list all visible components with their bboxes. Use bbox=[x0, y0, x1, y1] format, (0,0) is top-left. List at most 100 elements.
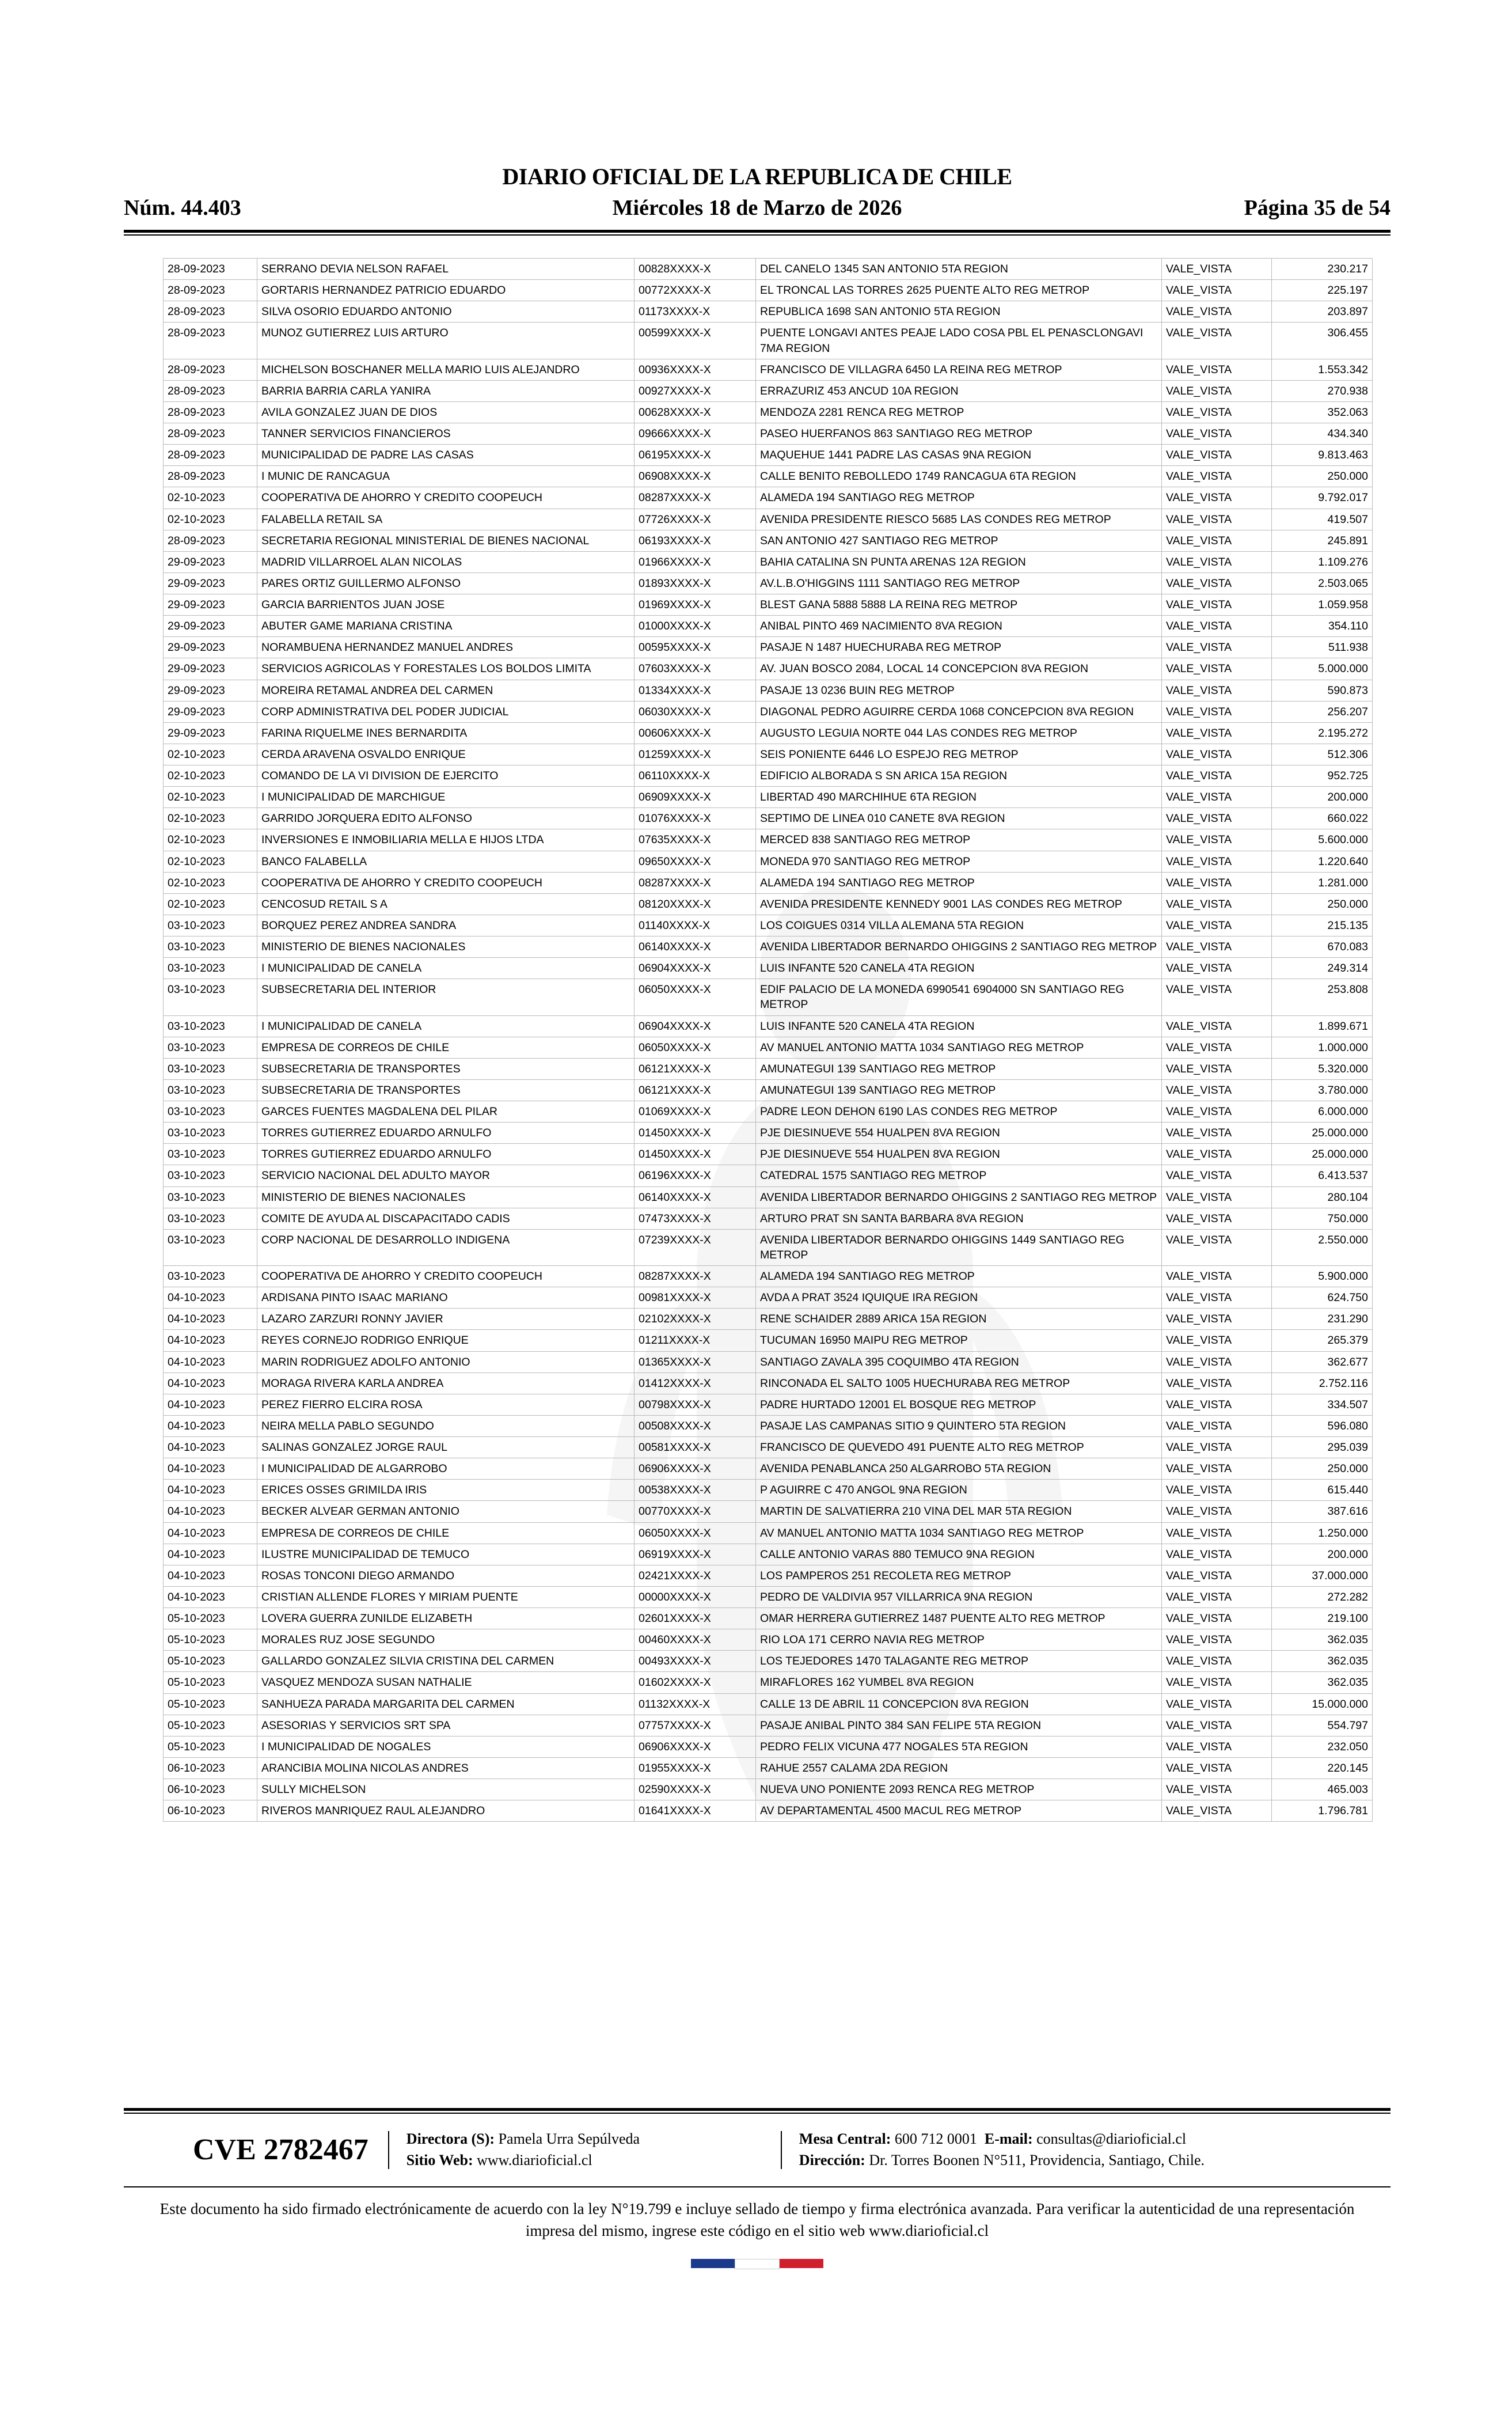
cell-amount: 352.063 bbox=[1271, 401, 1373, 424]
cell-date: 03-10-2023 bbox=[163, 914, 257, 937]
site-value[interactable]: www.diarioficial.cl bbox=[477, 2151, 592, 2168]
chile-flag-bar bbox=[691, 2259, 823, 2270]
cell-rut: 07757XXXX-X bbox=[634, 1714, 756, 1736]
cell-name: PEREZ FIERRO ELCIRA ROSA bbox=[257, 1393, 635, 1416]
table-row: 03-10-2023 I MUNICIPALIDAD DE CANELA 06904… bbox=[163, 957, 1373, 980]
cell-date: 06-10-2023 bbox=[163, 1778, 257, 1801]
cell-address: ALAMEDA 194 SANTIAGO REG METROP bbox=[755, 1265, 1162, 1288]
cell-address: RIO LOA 171 CERRO NAVIA REG METROP bbox=[755, 1629, 1162, 1651]
cell-type: VALE_VISTA bbox=[1161, 301, 1272, 323]
cell-address: FRANCISCO DE QUEVEDO 491 PUENTE ALTO REG… bbox=[755, 1436, 1162, 1459]
table-row: 02-10-2023 I MUNICIPALIDAD DE MARCHIGUE 06… bbox=[163, 786, 1373, 809]
cell-date: 04-10-2023 bbox=[163, 1308, 257, 1330]
cell-address: CALLE 13 DE ABRIL 11 CONCEPCION 8VA REGI… bbox=[755, 1693, 1162, 1715]
cell-date: 29-09-2023 bbox=[163, 722, 257, 744]
email-label: E-mail: bbox=[984, 2130, 1033, 2147]
cell-date: 04-10-2023 bbox=[163, 1372, 257, 1394]
cell-amount: 15.000.000 bbox=[1271, 1693, 1373, 1715]
cell-rut: 00828XXXX-X bbox=[634, 257, 756, 280]
cell-address: AVENIDA PRESIDENTE KENNEDY 9001 LAS COND… bbox=[755, 893, 1162, 915]
cell-date: 29-09-2023 bbox=[163, 551, 257, 573]
table-row: 04-10-2023 ARDISANA PINTO ISAAC MARIANO 00… bbox=[163, 1287, 1373, 1309]
mesa-value: 600 712 0001 bbox=[894, 2130, 977, 2147]
cell-amount: 9.792.017 bbox=[1271, 487, 1373, 509]
cell-amount: 200.000 bbox=[1271, 786, 1373, 809]
cell-address: LOS TEJEDORES 1470 TALAGANTE REG METROP bbox=[755, 1650, 1162, 1673]
cell-rut: 00538XXXX-X bbox=[634, 1479, 756, 1502]
cell-date: 05-10-2023 bbox=[163, 1693, 257, 1715]
cell-amount: 6.000.000 bbox=[1271, 1100, 1373, 1123]
cell-name: ARDISANA PINTO ISAAC MARIANO bbox=[257, 1287, 635, 1309]
cell-amount: 596.080 bbox=[1271, 1415, 1373, 1438]
cell-address: REPUBLICA 1698 SAN ANTONIO 5TA REGION bbox=[755, 301, 1162, 323]
email-value[interactable]: consultas@diarioficial.cl bbox=[1036, 2130, 1187, 2147]
cell-date: 29-09-2023 bbox=[163, 636, 257, 659]
cell-type: VALE_VISTA bbox=[1161, 1415, 1272, 1438]
cell-name: TORRES GUTIERREZ EDUARDO ARNULFO bbox=[257, 1122, 635, 1144]
cell-address: BAHIA CATALINA SN PUNTA ARENAS 12A REGIO… bbox=[755, 551, 1162, 573]
cell-address: PUENTE LONGAVI ANTES PEAJE LADO COSA PBL… bbox=[755, 322, 1162, 359]
cell-type: VALE_VISTA bbox=[1161, 487, 1272, 509]
table-row: 05-10-2023 I MUNICIPALIDAD DE NOGALES 0690… bbox=[163, 1735, 1373, 1758]
cell-type: VALE_VISTA bbox=[1161, 1207, 1272, 1230]
cell-name: COOPERATIVA DE AHORRO Y CREDITO COOPEUCH bbox=[257, 487, 635, 509]
cell-type: VALE_VISTA bbox=[1161, 979, 1272, 1016]
cell-address: ANIBAL PINTO 469 NACIMIENTO 8VA REGION bbox=[755, 615, 1162, 638]
cell-address: RENE SCHAIDER 2889 ARICA 15A REGION bbox=[755, 1308, 1162, 1330]
cell-name: COOPERATIVA DE AHORRO Y CREDITO COOPEUCH bbox=[257, 1265, 635, 1288]
ledger-table: 28-09-2023 SERRANO DEVIA NELSON RAFAEL 008… bbox=[163, 257, 1373, 1822]
mesa-line: Mesa Central: 600 712 0001 E-mail: consu… bbox=[799, 2129, 1304, 2150]
table-row: 29-09-2023 GARCIA BARRIENTOS JUAN JOSE 019… bbox=[163, 593, 1373, 616]
cell-date: 02-10-2023 bbox=[163, 807, 257, 830]
table-row: 05-10-2023 MORALES RUZ JOSE SEGUNDO 00460X… bbox=[163, 1629, 1373, 1651]
cell-amount: 512.306 bbox=[1271, 743, 1373, 766]
cell-rut: 00798XXXX-X bbox=[634, 1393, 756, 1416]
table-row: 03-10-2023 SUBSECRETARIA DE TRANSPORTES 06… bbox=[163, 1079, 1373, 1102]
cell-type: VALE_VISTA bbox=[1161, 1351, 1272, 1373]
cell-address: NUEVA UNO PONIENTE 2093 RENCA REG METROP bbox=[755, 1778, 1162, 1801]
table-row: 28-09-2023 MUNOZ GUTIERREZ LUIS ARTURO 005… bbox=[163, 322, 1373, 359]
cell-address: CALLE BENITO REBOLLEDO 1749 RANCAGUA 6TA… bbox=[755, 465, 1162, 488]
table-row: 28-09-2023 SECRETARIA REGIONAL MINISTERIA… bbox=[163, 529, 1373, 552]
cell-rut: 07635XXXX-X bbox=[634, 829, 756, 851]
cell-amount: 253.808 bbox=[1271, 979, 1373, 1016]
cell-date: 02-10-2023 bbox=[163, 786, 257, 809]
table-row: 29-09-2023 MADRID VILLARROEL ALAN NICOLAS… bbox=[163, 551, 1373, 573]
cell-date: 04-10-2023 bbox=[163, 1415, 257, 1438]
cell-amount: 25.000.000 bbox=[1271, 1122, 1373, 1144]
cell-type: VALE_VISTA bbox=[1161, 1714, 1272, 1736]
cell-name: EMPRESA DE CORREOS DE CHILE bbox=[257, 1036, 635, 1059]
cell-rut: 00606XXXX-X bbox=[634, 722, 756, 744]
cell-date: 03-10-2023 bbox=[163, 1015, 257, 1037]
cell-amount: 1.553.342 bbox=[1271, 358, 1373, 381]
cell-type: VALE_VISTA bbox=[1161, 465, 1272, 488]
table-row: 28-09-2023 MICHELSON BOSCHANER MELLA MARI… bbox=[163, 358, 1373, 381]
cell-type: VALE_VISTA bbox=[1161, 1564, 1272, 1587]
cell-amount: 219.100 bbox=[1271, 1607, 1373, 1630]
cell-name: CERDA ARAVENA OSVALDO ENRIQUE bbox=[257, 743, 635, 766]
table-row: 03-10-2023 COOPERATIVA DE AHORRO Y CREDIT… bbox=[163, 1265, 1373, 1288]
cell-address: AVDA A PRAT 3524 IQUIQUE IRA REGION bbox=[755, 1287, 1162, 1309]
cell-address: AVENIDA LIBERTADOR BERNARDO OHIGGINS 2 S… bbox=[755, 1186, 1162, 1208]
cell-rut: 01450XXXX-X bbox=[634, 1143, 756, 1166]
cell-rut: 01140XXXX-X bbox=[634, 914, 756, 937]
cell-type: VALE_VISTA bbox=[1161, 935, 1272, 958]
cell-name: ERICES OSSES GRIMILDA IRIS bbox=[257, 1479, 635, 1502]
cell-date: 02-10-2023 bbox=[163, 871, 257, 894]
cell-name: BORQUEZ PEREZ ANDREA SANDRA bbox=[257, 914, 635, 937]
cell-address: AMUNATEGUI 139 SANTIAGO REG METROP bbox=[755, 1057, 1162, 1080]
cell-amount: 295.039 bbox=[1271, 1436, 1373, 1459]
table-row: 06-10-2023 SULLY MICHELSON 02590XXXX-X NUEV… bbox=[163, 1778, 1373, 1801]
cell-address: RAHUE 2557 CALAMA 2DA REGION bbox=[755, 1757, 1162, 1780]
cell-type: VALE_VISTA bbox=[1161, 914, 1272, 937]
cell-address: LOS PAMPEROS 251 RECOLETA REG METROP bbox=[755, 1564, 1162, 1587]
table-row: 04-10-2023 NEIRA MELLA PABLO SEGUNDO 00508… bbox=[163, 1415, 1373, 1438]
cell-date: 03-10-2023 bbox=[163, 1186, 257, 1208]
cell-name: SANHUEZA PARADA MARGARITA DEL CARMEN bbox=[257, 1693, 635, 1715]
cell-name: MUNICIPALIDAD DE PADRE LAS CASAS bbox=[257, 444, 635, 467]
cell-date: 29-09-2023 bbox=[163, 593, 257, 616]
cell-date: 03-10-2023 bbox=[163, 1265, 257, 1288]
table-row: 28-09-2023 AVILA GONZALEZ JUAN DE DIOS 006… bbox=[163, 401, 1373, 424]
table-row: 28-09-2023 BARRIA BARRIA CARLA YANIRA 0092… bbox=[163, 380, 1373, 402]
